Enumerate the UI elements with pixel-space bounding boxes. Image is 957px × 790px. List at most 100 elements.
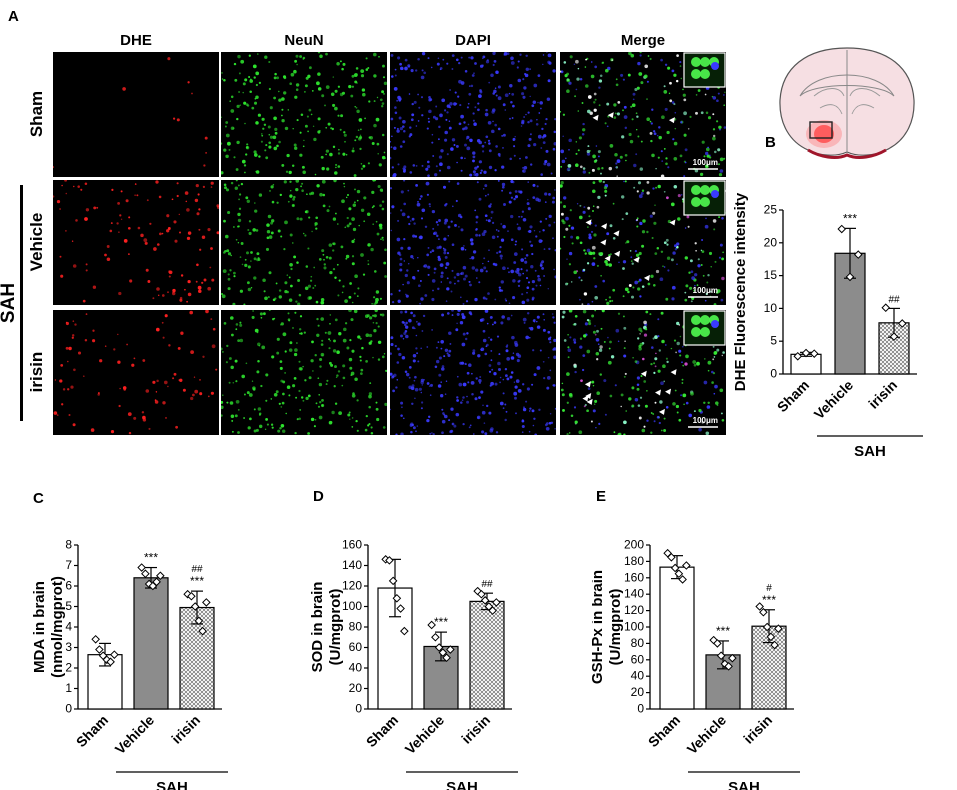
panel-letter-d: D <box>313 488 324 505</box>
data-point <box>477 589 486 599</box>
data-point <box>187 591 196 601</box>
micrograph-dapi-vehicle <box>390 180 556 305</box>
category-label-sham: Sham <box>363 712 401 750</box>
category-label-irisin: irisin <box>458 712 493 747</box>
y-axis-label: (U/mgprot) <box>607 589 624 666</box>
significance-marker: *** <box>843 211 857 225</box>
y-tick-label: 0 <box>637 702 644 716</box>
micrograph-dhe-irisin <box>53 310 219 435</box>
column-header-merge: Merge <box>620 32 666 49</box>
data-point <box>434 643 444 652</box>
micrograph-dapi-sham <box>390 52 556 177</box>
data-point <box>106 657 115 667</box>
y-tick-label: 160 <box>624 570 644 584</box>
bar-irisin <box>469 600 505 710</box>
data-point <box>385 556 394 565</box>
y-tick-label: 80 <box>631 636 645 650</box>
significance-marker: ## <box>191 564 203 575</box>
column-header-dapi: DAPI <box>455 32 491 49</box>
data-point <box>202 598 211 607</box>
data-point <box>91 634 100 644</box>
significance-marker: *** <box>144 551 158 565</box>
micrograph-merge-vehicle: 100μm <box>560 180 726 305</box>
micrograph-dhe-vehicle <box>53 180 219 305</box>
y-tick-label: 5 <box>770 334 777 348</box>
scale-bar-label: 100μm <box>692 286 718 295</box>
scale-bar-label: 100μm <box>692 416 718 425</box>
data-point <box>724 662 733 671</box>
panel-letter-e: E <box>596 488 607 505</box>
scale-bar-label: 100μm <box>692 158 718 167</box>
y-tick-label: 40 <box>631 669 645 683</box>
data-point <box>770 640 779 650</box>
data-point <box>427 620 436 630</box>
significance-marker: *** <box>762 593 776 607</box>
category-label-sham: Sham <box>645 712 683 750</box>
micrograph-dapi-irisin <box>390 310 556 435</box>
bar-sham <box>659 566 695 710</box>
y-tick-label: 120 <box>624 603 644 617</box>
category-label-sham: Sham <box>73 712 111 750</box>
micrograph-merge-sham: 100μm <box>560 52 726 177</box>
data-point <box>156 571 165 581</box>
data-point <box>102 655 112 665</box>
data-point <box>446 645 455 654</box>
y-tick-label: 100 <box>624 620 644 634</box>
panel-letter-c: C <box>33 490 44 507</box>
category-label-vehicle: Vehicle <box>811 377 857 423</box>
data-point <box>837 224 847 234</box>
y-tick-label: 140 <box>342 558 362 572</box>
data-point <box>801 348 811 358</box>
data-point <box>667 552 676 562</box>
data-point <box>728 653 737 663</box>
y-tick-label: 160 <box>342 538 362 552</box>
data-point <box>674 569 684 579</box>
panel-letter-b: B <box>765 134 776 151</box>
significance-marker: # <box>766 583 772 594</box>
y-axis-label: MDA in brain <box>31 581 48 673</box>
data-point <box>438 648 448 657</box>
significance-marker: ## <box>481 579 493 590</box>
data-point <box>897 319 907 328</box>
y-tick-label: 5 <box>65 599 72 613</box>
data-point <box>396 604 405 613</box>
data-point <box>853 250 863 259</box>
micrograph-neun-sham <box>221 52 387 177</box>
column-header-dhe: DHE <box>120 32 152 49</box>
row-label-sham: Sham <box>27 90 46 138</box>
row-label-irisin: irisin <box>27 351 46 393</box>
y-tick-label: 120 <box>342 579 362 593</box>
data-point <box>881 303 891 313</box>
y-axis-label: GSH-Px in brain <box>592 570 606 684</box>
sah-group-label: SAH <box>156 779 188 790</box>
y-axis-label: SOD in brain <box>310 582 326 673</box>
data-point <box>845 272 855 282</box>
y-tick-label: 20 <box>349 681 363 695</box>
y-tick-label: 10 <box>764 301 778 315</box>
chart-panel-c: 0 1 2 3 4 5 6 7 8 MDA in brain (nmol/mgprot) Sham **… <box>31 538 228 790</box>
sah-group-label: SAH <box>446 779 478 790</box>
data-point <box>716 651 726 661</box>
data-point <box>137 563 146 572</box>
micrograph-neun-vehicle <box>221 180 387 305</box>
row-label-vehicle: Vehicle <box>27 212 46 272</box>
category-label-vehicle: Vehicle <box>402 712 448 758</box>
data-point <box>141 569 150 579</box>
y-tick-label: 40 <box>349 661 363 675</box>
data-point <box>400 626 409 636</box>
data-point <box>793 351 803 361</box>
y-tick-label: 1 <box>65 681 72 695</box>
y-tick-label: 140 <box>624 587 644 601</box>
chart-panel-d: 0 20 40 60 80 100 120 140 160 SOD in brain (U/mgpr… <box>310 538 518 790</box>
sah-group-label: SAH <box>728 779 760 790</box>
data-point <box>95 645 104 654</box>
y-tick-label: 0 <box>65 702 72 716</box>
panel-letter-a: A <box>8 8 19 25</box>
data-point <box>190 602 200 611</box>
chart-panel-e: 0 20 40 60 80 100 120 140 160 180 200 GSH-Px in bra… <box>592 538 800 790</box>
data-point <box>110 650 119 659</box>
data-point <box>766 632 776 642</box>
data-point <box>755 602 764 611</box>
data-point <box>392 593 402 603</box>
category-label-vehicle: Vehicle <box>684 712 730 758</box>
